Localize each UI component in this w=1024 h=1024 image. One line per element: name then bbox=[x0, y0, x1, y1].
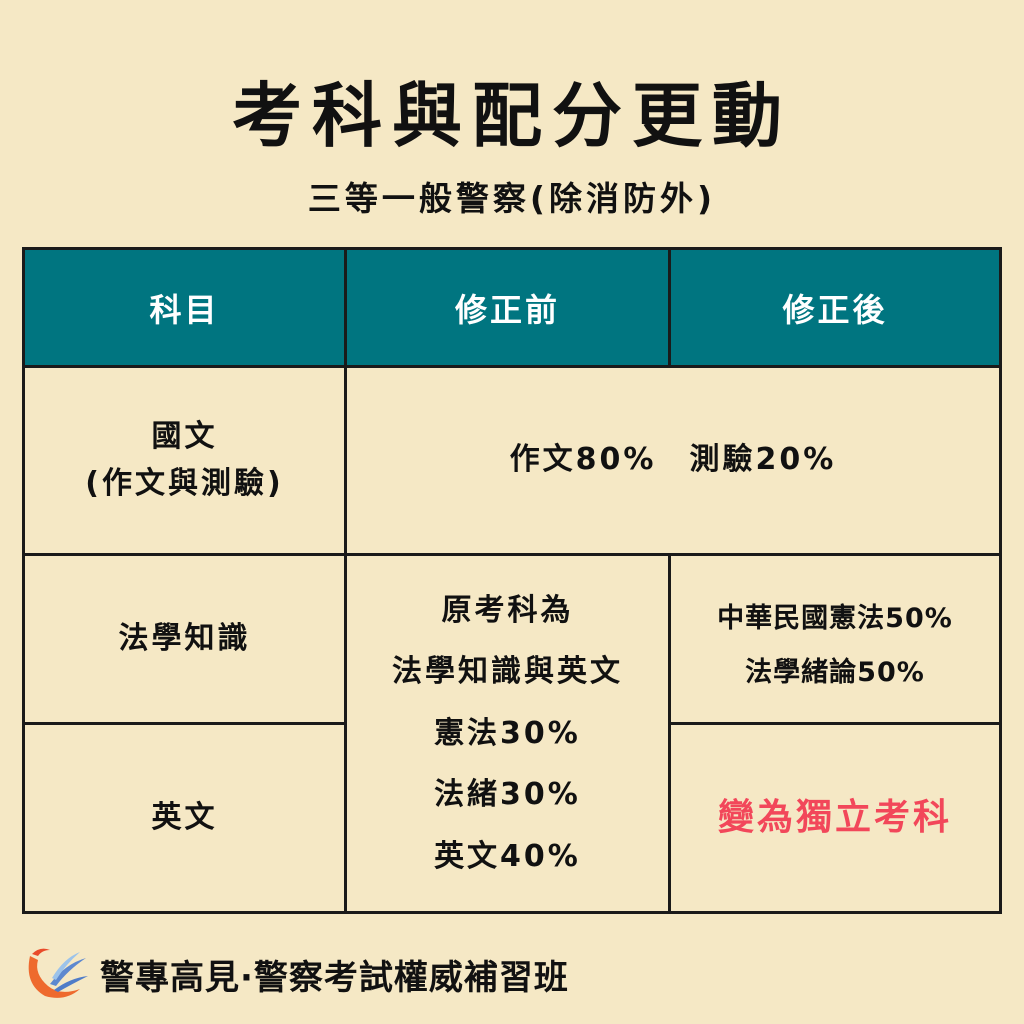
after-line: 法學緒論50% bbox=[745, 657, 925, 688]
before-line: 英文40% bbox=[434, 838, 581, 874]
after-cell-highlight: 變為獨立考科 bbox=[668, 722, 1002, 914]
page-subtitle: 三等一般警察(除消防外) bbox=[307, 179, 717, 218]
footer-text: 警專高見·警察考試權威補習班 bbox=[100, 957, 569, 998]
after-line: 中華民國憲法50% bbox=[717, 603, 953, 634]
header-after: 修正後 bbox=[668, 247, 1002, 368]
subject-name: 國文 bbox=[151, 419, 218, 454]
subject-cell: 英文 bbox=[22, 722, 347, 914]
subject-note: (作文與測驗) bbox=[85, 465, 284, 501]
before-line: 法緒30% bbox=[434, 777, 581, 813]
comparison-table: 科目 修正前 修正後 國文 (作文與測驗) 作文80% 測驗20% 法學知識 原考… bbox=[22, 247, 1003, 914]
footer: 警專高見·警察考試權威補習班 bbox=[20, 944, 569, 1004]
table-row: 法學知識 原考科為 法學知識與英文 憲法30% 法緒30% 英文40% 中華民國… bbox=[22, 553, 1002, 914]
header-subject: 科目 bbox=[22, 247, 347, 368]
merged-cell: 作文80% 測驗20% bbox=[343, 365, 1003, 556]
before-line: 憲法30% bbox=[434, 715, 581, 751]
after-cell: 中華民國憲法50% 法學緒論50% bbox=[668, 553, 1002, 725]
before-cell: 原考科為 法學知識與英文 憲法30% 法緒30% 英文40% bbox=[343, 553, 672, 914]
page-title: 考科與配分更動 bbox=[232, 75, 792, 157]
subject-cell: 國文 (作文與測驗) bbox=[22, 365, 347, 556]
before-line: 法學知識與英文 bbox=[391, 654, 623, 690]
subject-cell: 法學知識 bbox=[22, 553, 347, 725]
phoenix-logo-icon bbox=[28, 948, 88, 998]
table-header-row: 科目 修正前 修正後 bbox=[22, 247, 1002, 368]
header-before: 修正前 bbox=[343, 247, 672, 368]
table-row: 國文 (作文與測驗) 作文80% 測驗20% bbox=[22, 365, 1003, 556]
table-row: 英文 變為獨立考科 bbox=[22, 722, 1002, 914]
before-line: 原考科為 bbox=[441, 592, 574, 628]
